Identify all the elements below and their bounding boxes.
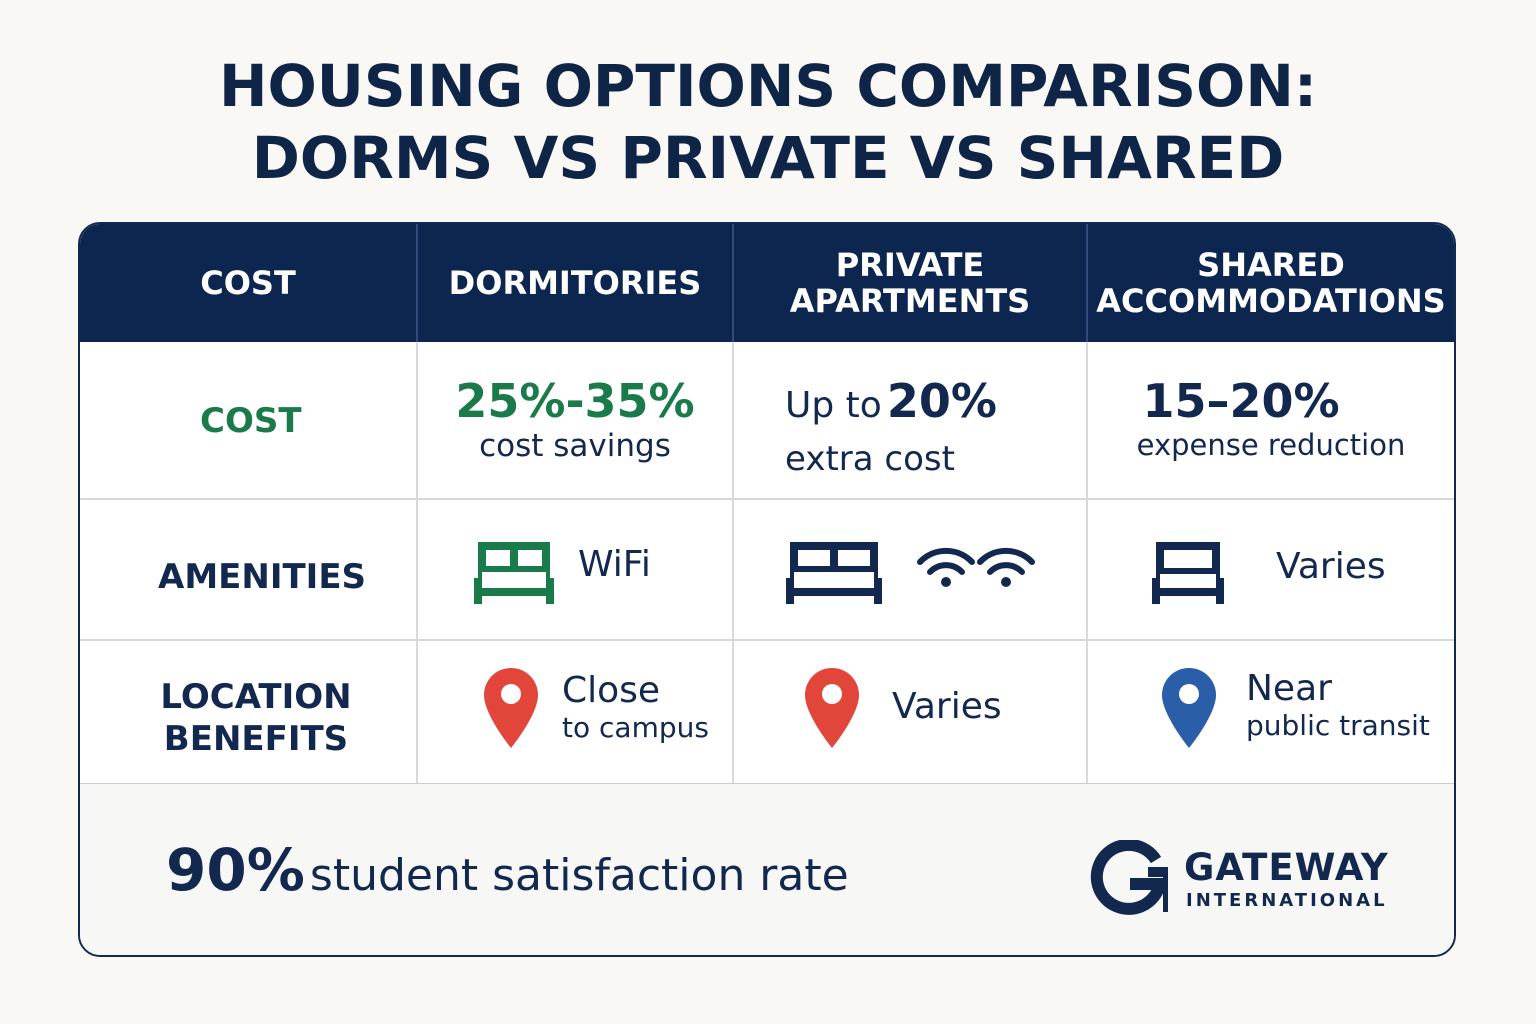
- header-text: DORMITORIES: [448, 264, 702, 302]
- header-text: APARTMENTS: [789, 282, 1031, 320]
- divider: [80, 498, 1454, 500]
- column-header: DORMITORIES: [418, 224, 732, 342]
- cell: 15–20% expense reduction: [1088, 374, 1454, 462]
- title-line: DORMS VS PRIVATE VS SHARED: [251, 124, 1285, 192]
- row-label: LOCATION BENEFITS: [158, 676, 354, 760]
- header-text: SHARED: [1197, 246, 1345, 284]
- header-text: ACCOMMODATIONS: [1096, 282, 1446, 320]
- cell-lead: Up to: [785, 385, 882, 426]
- cell-note: extra cost: [785, 439, 955, 479]
- stat-text: student satisfaction rate: [309, 850, 849, 901]
- divider: [80, 639, 1454, 641]
- divider: [416, 342, 418, 784]
- cell: 25%-35% cost savings: [418, 374, 732, 464]
- pin-icon: [1162, 668, 1216, 748]
- title-line: HOUSING OPTIONS COMPARISON:: [218, 52, 1318, 120]
- label-line: LOCATION: [160, 677, 352, 717]
- bed-icon: [786, 542, 882, 604]
- footer: 90% student satisfaction rate GATEWAY IN…: [80, 784, 1454, 955]
- cell-value: 25%-35%: [455, 374, 695, 428]
- divider: [1086, 342, 1088, 784]
- cell: Up to 20% extra cost: [785, 374, 997, 479]
- cell-value: 20%: [886, 374, 997, 428]
- column-header: PRIVATE APARTMENTS: [734, 224, 1086, 342]
- satisfaction: 90% student satisfaction rate: [166, 836, 849, 904]
- bed-icon: [474, 542, 554, 604]
- cell-value: Varies: [892, 686, 1002, 727]
- cell-value: Near: [1246, 668, 1332, 709]
- cell: Near public transit: [1246, 668, 1430, 742]
- cell-note: public transit: [1246, 709, 1430, 742]
- row-label: AMENITIES: [158, 557, 367, 597]
- divider: [1086, 224, 1088, 342]
- pin-icon: [805, 668, 859, 748]
- stat: 90%: [166, 836, 305, 904]
- comparison-table: COST DORMITORIES PRIVATE APARTMENTS SHARE…: [78, 222, 1456, 957]
- cell-note: expense reduction: [1136, 428, 1406, 462]
- cell-text: WiFi: [578, 544, 651, 585]
- cell-value: 15–20%: [1142, 374, 1340, 428]
- logo-name: GATEWAY: [1184, 846, 1389, 889]
- column-header: COST: [80, 224, 416, 342]
- cell-text: Varies: [1276, 546, 1386, 587]
- cell: Close to campus: [562, 670, 709, 744]
- divider: [732, 224, 734, 342]
- divider: [732, 342, 734, 784]
- cell-value: Close: [562, 670, 661, 711]
- logo-sub: INTERNATIONAL: [1186, 890, 1388, 911]
- pin-icon: [484, 668, 538, 748]
- cell-note: to campus: [562, 711, 709, 744]
- wifi-icon: [917, 547, 1035, 587]
- cell-note: cost savings: [479, 428, 671, 464]
- bed-icon: [1152, 542, 1224, 604]
- logo-mark: [1090, 840, 1168, 915]
- header-text: COST: [200, 264, 296, 302]
- label-line: BENEFITS: [163, 719, 349, 759]
- header-text: PRIVATE: [835, 246, 985, 284]
- divider: [416, 224, 418, 342]
- row-label: COST: [200, 401, 302, 441]
- table-header: COST DORMITORIES PRIVATE APARTMENTS SHARE…: [80, 224, 1454, 342]
- column-header: SHARED ACCOMMODATIONS: [1088, 224, 1454, 342]
